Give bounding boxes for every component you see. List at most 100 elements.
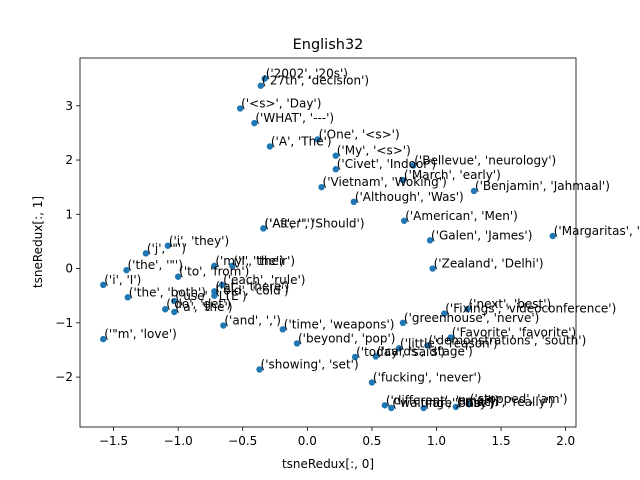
y-tick-label: 3 bbox=[65, 99, 73, 113]
point-label: ('showing', 'set') bbox=[261, 357, 359, 371]
point-label: ('<s>', 'Day') bbox=[241, 96, 321, 110]
scatter-point bbox=[465, 401, 472, 408]
point-label: ('waiting', 'busy') bbox=[392, 396, 495, 410]
scatter-point bbox=[470, 187, 478, 195]
axes-frame bbox=[79, 57, 577, 428]
point-label: ('Benjamin', 'Jahmaal') bbox=[475, 179, 610, 193]
point-label: ('different', 'small') bbox=[386, 393, 499, 407]
y-axis-ticks: −2 −1 0 1 2 3 bbox=[55, 99, 80, 384]
point-label: ('my', 'the') bbox=[215, 254, 284, 268]
scatter-point bbox=[399, 176, 407, 184]
scatter-point bbox=[171, 297, 178, 305]
scatter-point bbox=[388, 404, 395, 412]
scatter-point bbox=[464, 306, 471, 313]
scatter-point bbox=[395, 345, 403, 352]
scatter-point bbox=[256, 366, 263, 373]
scatter-point bbox=[171, 308, 178, 316]
scatter-point bbox=[372, 353, 379, 360]
point-label: ('do', 'get') bbox=[166, 297, 231, 311]
point-label: ('A', 'The') bbox=[271, 134, 332, 148]
scatter-point bbox=[420, 404, 427, 412]
point-label: ('beyond', 'pop') bbox=[298, 331, 395, 345]
y-tick-label: 1 bbox=[65, 207, 73, 221]
point-label: ('Civet', 'Indoor') bbox=[337, 157, 436, 171]
point-label: ('As', '"') bbox=[264, 216, 314, 230]
scatter-point bbox=[293, 340, 301, 347]
scatter-point bbox=[332, 152, 339, 159]
x-tick-label: 1.0 bbox=[427, 434, 446, 448]
point-label: ('WHAT', '---') bbox=[255, 111, 334, 125]
x-tick-label: 2.0 bbox=[556, 434, 575, 448]
point-label: ('Galen', 'James') bbox=[431, 228, 532, 242]
y-tick-label: −2 bbox=[55, 370, 73, 384]
point-label: ('i', 'they') bbox=[169, 234, 229, 248]
scatter-point bbox=[123, 266, 130, 274]
x-axis-label: tsneRedux[:, 0] bbox=[282, 457, 374, 471]
scatter-point bbox=[251, 119, 258, 127]
scatter-point bbox=[220, 322, 227, 329]
scatter-point bbox=[368, 379, 376, 386]
point-label: ('stopped', 'am') bbox=[470, 392, 568, 406]
scatter-point bbox=[401, 217, 408, 224]
point-label: ('are', 'not') bbox=[425, 396, 494, 410]
scatter-point bbox=[399, 319, 407, 327]
scatter-point bbox=[229, 262, 236, 270]
point-label: ('Bellevue', 'neurology') bbox=[414, 153, 556, 167]
point-label: ('"m', 'love') bbox=[104, 327, 177, 341]
scatter-point bbox=[236, 105, 244, 112]
point-label: ('old', 'cold') bbox=[215, 284, 288, 298]
scatter-point bbox=[260, 225, 267, 232]
scatter-point bbox=[218, 281, 226, 289]
scatter-point bbox=[350, 198, 358, 206]
point-label: ('fucking', 'never') bbox=[373, 371, 482, 385]
point-label: ('Margaritas', 'kickball') bbox=[554, 224, 640, 238]
point-label: ('much', 'really') bbox=[457, 395, 554, 409]
scatter-point bbox=[549, 232, 556, 240]
point-label: ('27th', 'decision') bbox=[262, 74, 369, 88]
point-label: ('My', '<s>') bbox=[337, 144, 411, 158]
scatter-point bbox=[261, 75, 268, 82]
point-label: ('the', 'both') bbox=[129, 285, 206, 299]
point-label: ('I', 'their') bbox=[233, 254, 295, 268]
scatter-point bbox=[100, 335, 107, 343]
chart-title: English32 bbox=[293, 37, 364, 53]
scatter-point bbox=[211, 262, 218, 270]
x-tick-label: 0.0 bbox=[298, 434, 317, 448]
y-tick-label: 2 bbox=[65, 153, 73, 167]
scatter-point bbox=[351, 353, 359, 361]
point-label: ('use', 'LTE') bbox=[175, 289, 246, 303]
scatter-point bbox=[266, 143, 274, 150]
scatter-point bbox=[164, 242, 172, 249]
scatter-point bbox=[162, 306, 169, 313]
point-label: ('time', 'weapons') bbox=[284, 317, 395, 331]
point-label: ('and', ',') bbox=[224, 314, 281, 328]
scatter-point bbox=[429, 265, 436, 272]
scatter-point bbox=[447, 334, 454, 341]
x-tick-label: −0.5 bbox=[228, 434, 257, 448]
scatter-point bbox=[314, 136, 321, 143]
x-tick-label: 0.5 bbox=[362, 434, 381, 448]
point-label: ('demonstrations', 'south') bbox=[428, 334, 586, 348]
point-label: ('to', 'from') bbox=[179, 265, 249, 279]
scatter-point bbox=[279, 326, 286, 333]
scatter-point bbox=[441, 310, 448, 317]
point-label: ('cards', 'stage') bbox=[377, 344, 473, 358]
point-label: ('a', 'the') bbox=[175, 300, 232, 314]
point-label: ('at', 'there') bbox=[215, 279, 289, 293]
scatter-point bbox=[332, 166, 339, 173]
scatter-point bbox=[410, 162, 417, 169]
scatter-point bbox=[142, 250, 150, 257]
point-label: ('Zealand', 'Delhi') bbox=[434, 257, 544, 271]
scatter-point bbox=[124, 294, 131, 301]
scatter-point bbox=[174, 273, 182, 280]
point-label: ('greenhouse', 'nerve') bbox=[404, 311, 539, 325]
point-label: ('March', 'early') bbox=[404, 168, 501, 182]
x-tick-label: −1.5 bbox=[99, 434, 128, 448]
scatter-point bbox=[318, 183, 325, 191]
point-label: ('After', 'Should') bbox=[264, 216, 364, 230]
x-tick-label: −1.0 bbox=[164, 434, 193, 448]
x-axis-ticks: −1.5 −1.0 −0.5 0.0 0.5 1.0 1.5 2.0 bbox=[99, 427, 575, 448]
scatter-point bbox=[452, 403, 460, 411]
point-label: ('today', 'said') bbox=[356, 345, 445, 359]
